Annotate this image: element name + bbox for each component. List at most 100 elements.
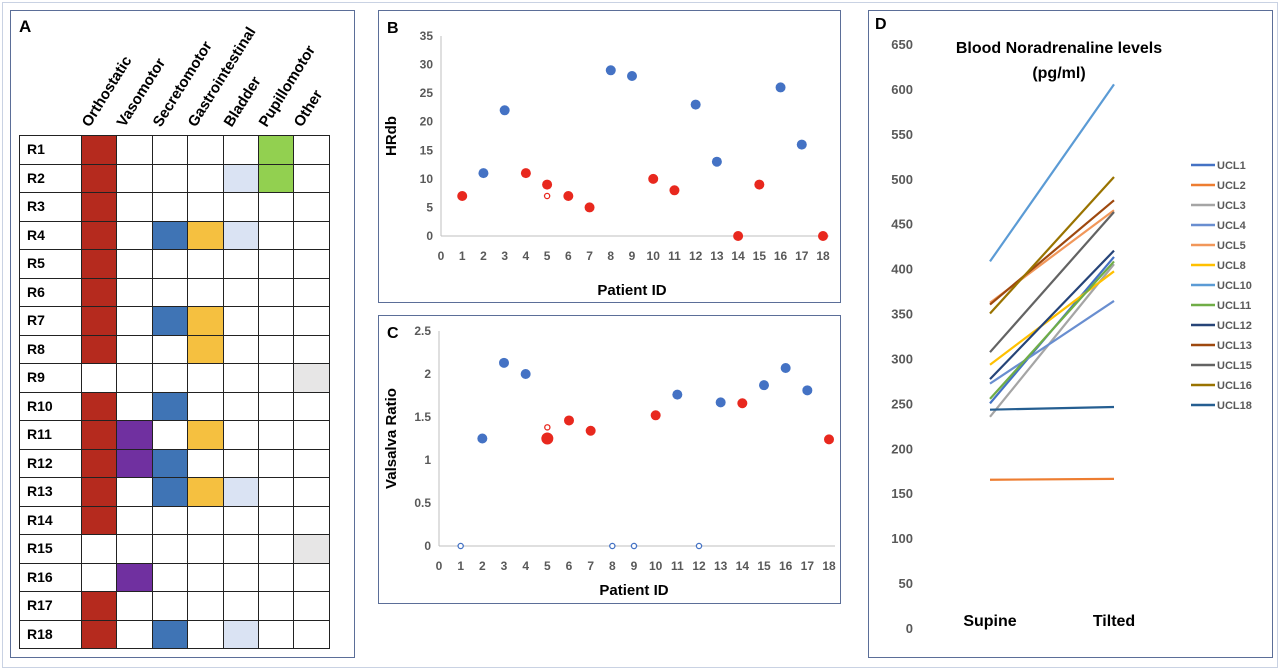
table-cell-secretomotor <box>151 391 189 421</box>
series-line-ucl11 <box>989 260 1115 400</box>
table-cell-vasomotor <box>116 277 153 307</box>
table-cell-orthostatic <box>81 277 118 307</box>
legend-label: UCL12 <box>1217 320 1252 332</box>
legend-label: UCL18 <box>1217 400 1252 412</box>
table-cell-pupillomotor <box>258 334 295 364</box>
table-cell-bladder <box>222 163 259 193</box>
table-cell-vasomotor <box>116 334 153 364</box>
row-label: R16 <box>27 568 53 585</box>
data-point-red <box>733 231 744 241</box>
table-cell-other <box>293 163 330 193</box>
table-cell-pupillomotor <box>258 192 295 222</box>
table-cell-secretomotor <box>151 591 189 621</box>
table-cell-pupillomotor <box>258 562 295 592</box>
legend-label: UCL13 <box>1217 340 1252 352</box>
x-tick-label: 11 <box>671 559 684 573</box>
data-point-blue <box>627 71 637 81</box>
x-axis-title: Patient ID <box>599 582 668 599</box>
table-cell-gastrointestinal <box>187 192 224 222</box>
table-cell-orthostatic <box>81 448 118 478</box>
data-point-red <box>542 179 553 190</box>
data-point-red <box>754 179 765 190</box>
x-tick-label: 7 <box>586 249 593 263</box>
series-line-ucl4 <box>989 300 1115 385</box>
panel-a-symptom-table: A Orthostatic Vasomotor Secretomotor Gastro… <box>10 10 355 658</box>
data-point-red <box>585 425 596 436</box>
data-point-blue <box>478 168 489 179</box>
table-cell-secretomotor <box>151 334 189 364</box>
y-tick-label: 550 <box>891 127 913 142</box>
y-tick-label: 450 <box>891 217 913 232</box>
series-line-ucl15 <box>989 211 1115 353</box>
x-tick-label: 9 <box>631 559 638 573</box>
table-cell-orthostatic <box>81 591 118 621</box>
row-label: R14 <box>27 511 53 528</box>
x-tick-label: 8 <box>609 559 616 573</box>
x-tick-label: 9 <box>629 249 636 263</box>
data-point-open-blue <box>457 542 464 550</box>
data-point-blue <box>672 389 683 400</box>
table-cell-vasomotor <box>116 363 153 393</box>
row-label: R8 <box>27 340 45 357</box>
x-tick-label: 10 <box>647 249 661 263</box>
y-tick-label: 250 <box>891 396 913 411</box>
table-cell-bladder <box>222 306 259 336</box>
x-tick-label: 2 <box>479 559 486 573</box>
table-cell-other <box>293 619 330 649</box>
table-cell-vasomotor <box>116 562 153 592</box>
table-cell-pupillomotor <box>258 619 295 649</box>
legend-label: UCL1 <box>1217 160 1246 172</box>
row-label: R1 <box>27 141 45 157</box>
x-tick-label: 1 <box>459 249 466 263</box>
data-point-blue <box>605 65 616 76</box>
table-cell-orthostatic <box>81 306 118 336</box>
table-cell-orthostatic <box>81 505 118 535</box>
table-cell-gastrointestinal <box>187 163 224 193</box>
x-tick-label: 4 <box>523 249 530 263</box>
data-point-blue <box>711 156 722 167</box>
table-cell-pupillomotor <box>258 420 295 450</box>
row-label: R11 <box>27 426 52 442</box>
data-point-red <box>541 432 554 445</box>
series-line-ucl13 <box>989 199 1115 306</box>
table-cell-bladder <box>222 505 259 535</box>
table-cell-orthostatic <box>81 391 118 421</box>
series-line-ucl16 <box>989 176 1115 315</box>
x-tick-label: 13 <box>710 249 724 263</box>
y-tick-label: 35 <box>420 29 434 43</box>
table-cell-secretomotor <box>151 163 189 193</box>
x-category-label: Tilted <box>1093 613 1135 630</box>
table-cell-pupillomotor <box>258 505 295 535</box>
table-cell-orthostatic <box>81 619 118 649</box>
table-cell-gastrointestinal <box>187 591 224 621</box>
table-cell-orthostatic <box>81 220 118 250</box>
table-cell-gastrointestinal <box>187 135 224 165</box>
legend-label: UCL8 <box>1217 260 1246 272</box>
table-cell-pupillomotor <box>258 448 295 478</box>
table-cell-pupillomotor <box>258 391 295 421</box>
table-cell-vasomotor <box>116 391 153 421</box>
table-cell-other <box>293 220 330 250</box>
y-tick-label: 650 <box>891 37 913 52</box>
table-cell-pupillomotor <box>258 306 295 336</box>
y-tick-label: 25 <box>420 86 434 100</box>
table-cell-vasomotor <box>116 619 153 649</box>
x-tick-label: 14 <box>731 249 745 263</box>
data-point-blue <box>499 357 509 368</box>
table-cell-orthostatic <box>81 334 118 364</box>
x-tick-label: 14 <box>736 559 750 573</box>
data-point-red <box>818 231 828 241</box>
table-cell-secretomotor <box>151 306 189 336</box>
x-tick-label: 3 <box>501 559 508 573</box>
data-point-red <box>520 168 531 179</box>
y-tick-label: 50 <box>899 576 913 591</box>
legend-label: UCL3 <box>1217 200 1246 212</box>
table-cell-bladder <box>222 249 259 279</box>
legend-label: UCL4 <box>1217 220 1247 232</box>
table-cell-other <box>293 363 330 393</box>
x-tick-label: 16 <box>779 559 793 573</box>
table-cell-bladder <box>222 391 259 421</box>
y-tick-label: 0 <box>906 621 913 636</box>
table-cell-gastrointestinal <box>187 448 224 478</box>
table-cell-other <box>293 135 330 165</box>
